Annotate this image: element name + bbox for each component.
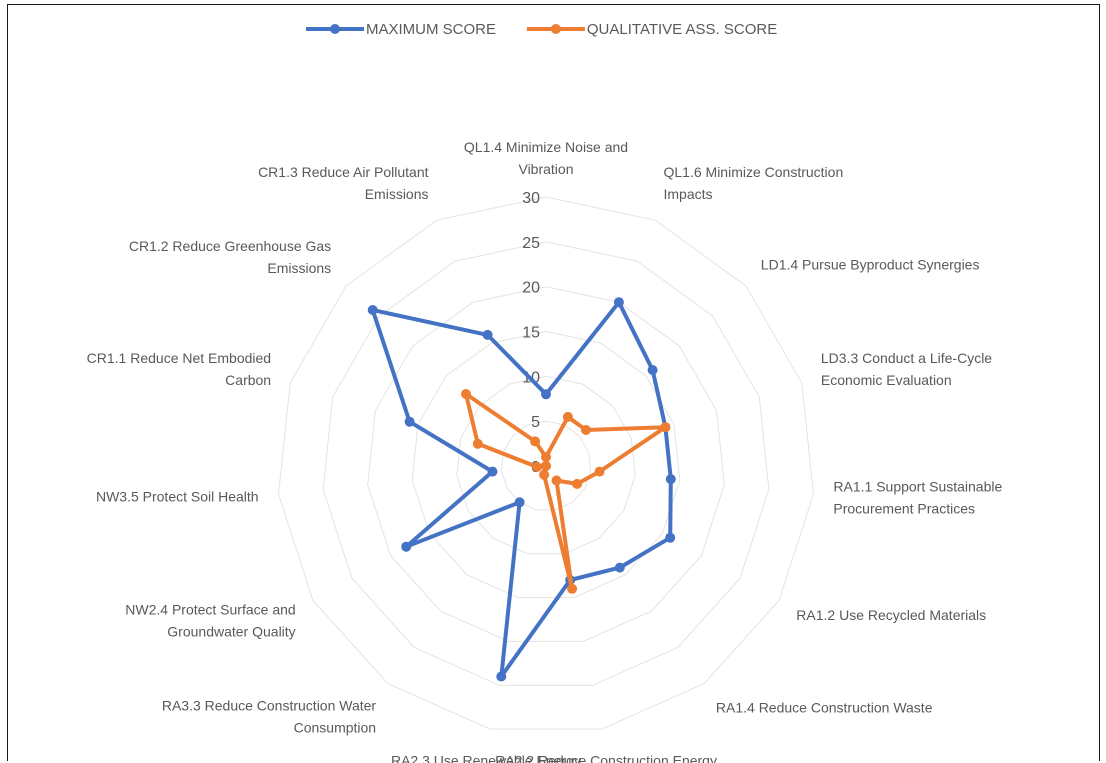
data-point [551,475,562,486]
category-label: QL1.4 Minimize Noise and Vibration [464,139,628,177]
category-label-line: Consumption [294,720,377,736]
category-label: RA2.3 Use Renewable Energy [391,753,581,763]
category-label: RA1.4 Reduce Construction Waste [716,700,933,716]
data-point [567,583,578,594]
category-label-line: CR1.3 Reduce Air Pollutant [258,164,429,180]
category-label-line: LD1.4 Pursue Byproduct Synergies [761,256,980,272]
data-point [541,389,551,400]
data-point [647,365,658,375]
category-label-line: Economic Evaluation [821,372,952,388]
tick-label: 30 [522,190,540,207]
grid-ring [322,241,770,686]
category-label-line: RA1.1 Support Sustainable [833,479,1002,495]
category-label-line: Vibration [518,161,573,177]
category-label: CR1.3 Reduce Air Pollutant Emissions [258,164,429,202]
category-label-line: RA2.2 Reduce Construction Energy [495,753,717,763]
legend: MAXIMUM SCORE QUALITATIVE ASS. SCORE [306,21,777,38]
data-point [614,562,625,573]
category-label-line: Groundwater Quality [167,624,295,640]
category-label-line: Carbon [225,372,271,388]
category-labels: QL1.4 Minimize Noise and Vibration QL1.6 M… [87,139,1003,763]
grid-ring [500,420,592,511]
data-point [665,474,676,485]
data-point [665,532,676,543]
tick-label: 25 [522,235,540,252]
data-point [461,389,471,399]
category-label-line: QL1.6 Minimize Construction [664,164,844,180]
category-label: QL1.6 Minimize Construction Impacts [664,164,844,202]
category-label: CR1.2 Reduce Greenhouse Gas Emissions [129,238,331,276]
data-point [613,297,624,308]
legend-item: QUALITATIVE ASS. SCORE [526,21,777,38]
category-label: NW2.4 Protect Surface and Groundwater Qua… [125,602,295,640]
legend-label: QUALITATIVE ASS. SCORE [587,21,777,38]
category-label: NW3.5 Protect Soil Health [96,488,259,504]
data-point [539,469,550,480]
series-1 [367,297,676,682]
data-point [532,461,543,472]
data-point [367,305,378,315]
data-point [530,436,541,447]
data-point [562,411,573,422]
data-point [660,422,671,433]
data-point [401,541,412,552]
data-point [581,425,591,435]
category-label-line: LD3.3 Conduct a Life-Cycle [821,350,992,366]
tick-label: 20 [522,280,540,297]
category-label-line: Procurement Practices [833,501,975,517]
data-point [514,497,525,508]
data-point [496,671,507,682]
legend-marker [330,24,340,34]
category-label-line: QL1.4 Minimize Noise and [464,139,628,155]
data-point [594,466,605,477]
data-point [404,416,415,427]
legend-label: MAXIMUM SCORE [366,21,496,38]
category-label: RA1.1 Support Sustainable Procurement Pra… [833,479,1002,517]
tick-label: 5 [531,414,540,431]
category-label-line: RA2.3 Use Renewable Energy [391,753,581,763]
data-point [472,438,483,449]
category-label: RA3.3 Reduce Construction Water Consumpti… [162,698,377,736]
category-label-line: RA3.3 Reduce Construction Water [162,698,377,714]
series-2 [461,389,671,594]
legend-marker [550,24,561,34]
series-line [370,300,673,679]
category-label-line: Emissions [267,260,331,276]
data-point [572,478,583,489]
data-point [482,329,493,340]
category-label: CR1.1 Reduce Net Embodied Carbon [87,350,271,388]
category-label-line: RA1.2 Use Recycled Materials [796,607,986,623]
data-point [541,461,551,471]
category-label-line: CR1.1 Reduce Net Embodied [87,350,271,366]
data-point [487,466,498,477]
grid-ring [277,196,815,730]
category-label-line: CR1.2 Reduce Greenhouse Gas [129,238,331,254]
category-label-line: NW3.5 Protect Soil Health [96,488,259,504]
data-point [541,452,551,462]
category-label-line: NW2.4 Protect Surface and [125,602,295,618]
category-label-line: Impacts [664,186,713,202]
category-label-line: Emissions [365,186,429,202]
legend-item: MAXIMUM SCORE [306,21,496,38]
grid-ring [456,375,636,555]
category-label-line: RA1.4 Reduce Construction Waste [716,700,933,716]
category-label: LD3.3 Conduct a Life-Cycle Economic Evalu… [821,350,992,388]
tick-label: 15 [522,325,540,342]
category-label: RA2.2 Reduce Construction EnergyConsumpt… [495,753,717,763]
category-label: LD1.4 Pursue Byproduct Synergies [761,256,980,272]
category-label: RA1.2 Use Recycled Materials [796,607,986,623]
